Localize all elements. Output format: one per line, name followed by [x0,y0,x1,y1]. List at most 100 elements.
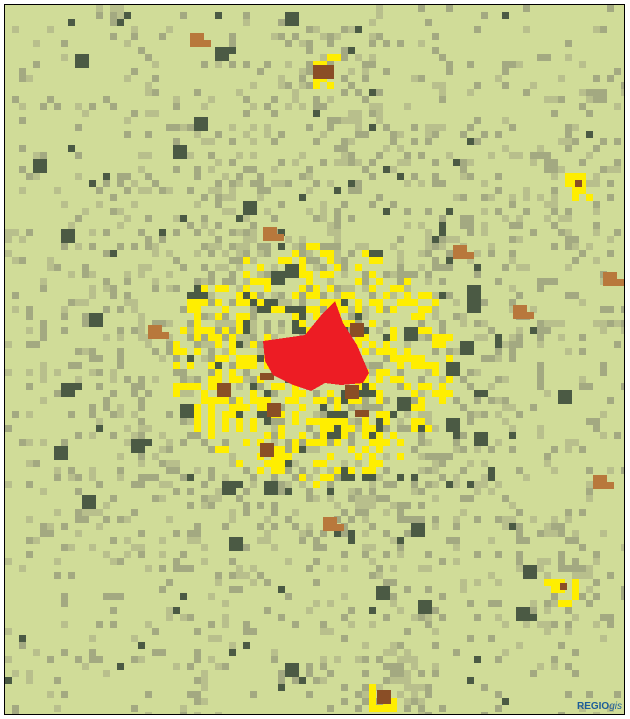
density-cell [509,194,516,201]
density-cell [558,166,565,173]
density-cell [551,320,558,327]
density-cell [159,446,166,453]
density-cell [131,243,138,250]
density-cell [173,138,180,145]
density-cell [271,656,278,663]
density-cell [432,670,439,677]
density-cell [299,243,306,250]
density-cell [194,712,201,714]
density-cell [187,488,194,495]
suburb-cell [376,306,383,313]
suburb-cell [334,439,341,446]
settlement-block [89,180,96,187]
density-cell [327,495,334,502]
density-cell [621,383,624,390]
density-cell [439,264,446,271]
density-cell [208,299,215,306]
density-cell [418,453,425,460]
density-cell [131,635,138,642]
density-cell [320,208,327,215]
suburb-cell [341,432,348,439]
density-cell [327,439,334,446]
density-cell [257,341,264,348]
town-cell [345,385,359,399]
suburb-cell [299,432,306,439]
density-cell [404,516,411,523]
settlement-block [446,418,460,432]
density-cell [131,33,138,40]
suburb-cell [215,334,222,341]
suburb-cell [236,460,243,467]
density-cell [152,75,159,82]
density-cell [432,523,439,530]
density-cell [495,600,502,607]
suburb-cell [229,404,236,411]
density-cell [215,635,222,642]
density-cell [495,187,502,194]
density-cell [320,33,327,40]
density-cell [565,628,572,635]
density-cell [47,656,54,663]
density-cell [544,600,551,607]
density-cell [5,481,12,488]
density-cell [110,495,117,502]
density-cell [376,572,383,579]
brand-part-1: REGIO [576,701,610,712]
density-cell [453,194,460,201]
density-cell [565,236,572,243]
density-cell [201,355,208,362]
quarry-patches [148,33,624,531]
density-cell [579,446,586,453]
density-cell [432,82,439,89]
density-cell [89,369,96,376]
density-cell [341,152,348,159]
density-cell [411,446,418,453]
density-cell [404,425,411,432]
density-cell [194,698,201,705]
suburb-cell [418,306,425,313]
density-cell [558,75,565,82]
density-cell [61,544,68,551]
suburb-cell [551,586,558,593]
density-cell [306,446,313,453]
density-cell [579,89,586,96]
density-cell [292,89,299,96]
suburb-cell [418,404,425,411]
density-cell [390,663,397,670]
settlement-block [68,19,75,26]
density-cell [327,229,334,236]
settlement-block [474,432,488,446]
density-cell [446,68,453,75]
density-cell [236,565,243,572]
suburb-cell [327,453,334,460]
density-cell [579,299,586,306]
density-cell [509,250,516,257]
density-cell [299,103,306,110]
suburb-cell [292,383,299,390]
suburb-cell [306,278,313,285]
density-cell [425,229,432,236]
raster-map[interactable]: REGIOgis [4,4,625,715]
settlement-block [334,530,341,537]
density-cell [159,187,166,194]
density-cell [250,138,257,145]
density-cell [166,467,173,474]
density-cell [544,460,551,467]
density-cell [621,306,624,313]
density-cell [208,446,215,453]
density-cell [285,61,292,68]
density-cell [383,271,390,278]
suburb-cell [313,306,320,313]
density-cell [278,481,285,488]
density-cell [278,19,285,26]
density-cell [432,516,439,523]
density-cell [544,530,551,537]
density-cell [495,481,502,488]
density-cell [348,432,355,439]
density-cell [362,684,369,691]
density-cell [117,208,124,215]
density-cell [89,271,96,278]
suburb-cell [369,341,376,348]
density-cell [201,222,208,229]
density-cell [453,299,460,306]
